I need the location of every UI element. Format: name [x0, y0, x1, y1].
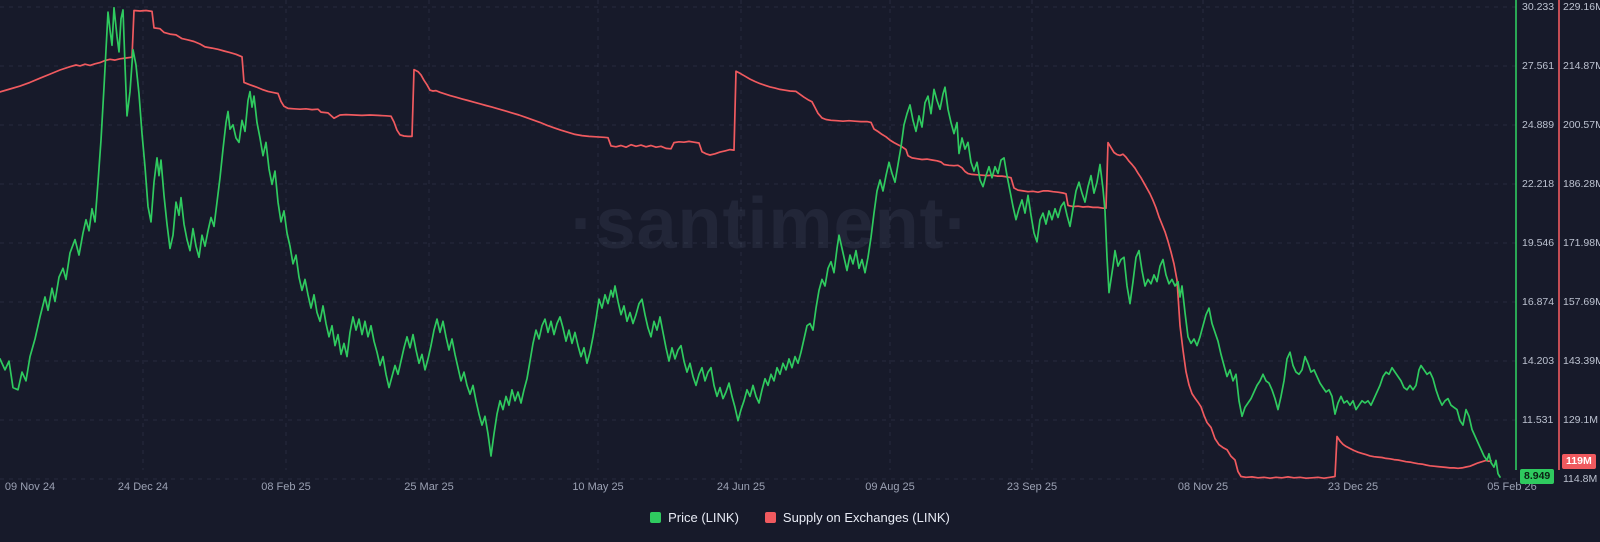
series-price-line[interactable]	[0, 6, 1501, 478]
x-axis-label: 08 Feb 25	[261, 481, 311, 493]
price-legend-label: Price (LINK)	[668, 510, 739, 525]
price-tick-label: 27.561	[1522, 60, 1555, 72]
supply-tick-label: 200.57M	[1563, 119, 1600, 131]
supply-tick-label: 214.87M	[1563, 60, 1600, 72]
price-tick-label: 30.233	[1522, 1, 1555, 13]
legend-item-price[interactable]: Price (LINK)	[650, 510, 739, 525]
supply-last-value-badge: 119M	[1562, 453, 1596, 469]
price-legend-swatch	[650, 512, 662, 523]
price-tick-label: 19.546	[1522, 237, 1555, 249]
x-axis-label: 25 Mar 25	[404, 481, 454, 493]
x-axis-label: 23 Dec 25	[1327, 481, 1379, 493]
chart-legend: Price (LINK) Supply on Exchanges (LINK)	[0, 510, 1600, 525]
price-last-value-badge: 8.949	[1520, 469, 1555, 485]
price-tick-label: 11.531	[1522, 414, 1554, 426]
price-tick-label: 22.218	[1522, 178, 1555, 190]
x-axis-label: 08 Nov 25	[1177, 481, 1229, 493]
x-axis-label: 10 May 25	[572, 481, 624, 493]
x-axis-label: 09 Nov 24	[4, 481, 56, 493]
supply-legend-swatch	[764, 512, 776, 523]
series-supply-line[interactable]	[0, 9, 1492, 480]
price-tick-label: 24.889	[1522, 119, 1555, 131]
supply-tick-label: 129.1M	[1563, 414, 1599, 426]
supply-tick-label: 143.39M	[1563, 355, 1600, 367]
supply-tick-label: 229.16M	[1563, 1, 1600, 13]
price-tick-label: 14.203	[1522, 355, 1555, 367]
supply-tick-label: 157.69M	[1563, 296, 1600, 308]
x-axis-label: 24 Dec 24	[117, 481, 169, 493]
x-axis-label: 24 Jun 25	[716, 481, 766, 493]
x-axis-label: 23 Sep 25	[1006, 481, 1058, 493]
x-axis-label: 09 Aug 25	[865, 481, 915, 493]
legend-item-supply[interactable]: Supply on Exchanges (LINK)	[764, 510, 950, 525]
santiment-watermark: ·santiment·	[570, 184, 970, 264]
price-tick-label: 16.874	[1522, 296, 1555, 308]
supply-tick-label: 171.98M	[1563, 237, 1600, 249]
chart-canvas[interactable]	[0, 0, 1600, 498]
supply-tick-label: 186.28M	[1563, 178, 1600, 190]
supply-tick-label: 114.8M	[1563, 473, 1598, 485]
supply-legend-label: Supply on Exchanges (LINK)	[782, 510, 950, 525]
